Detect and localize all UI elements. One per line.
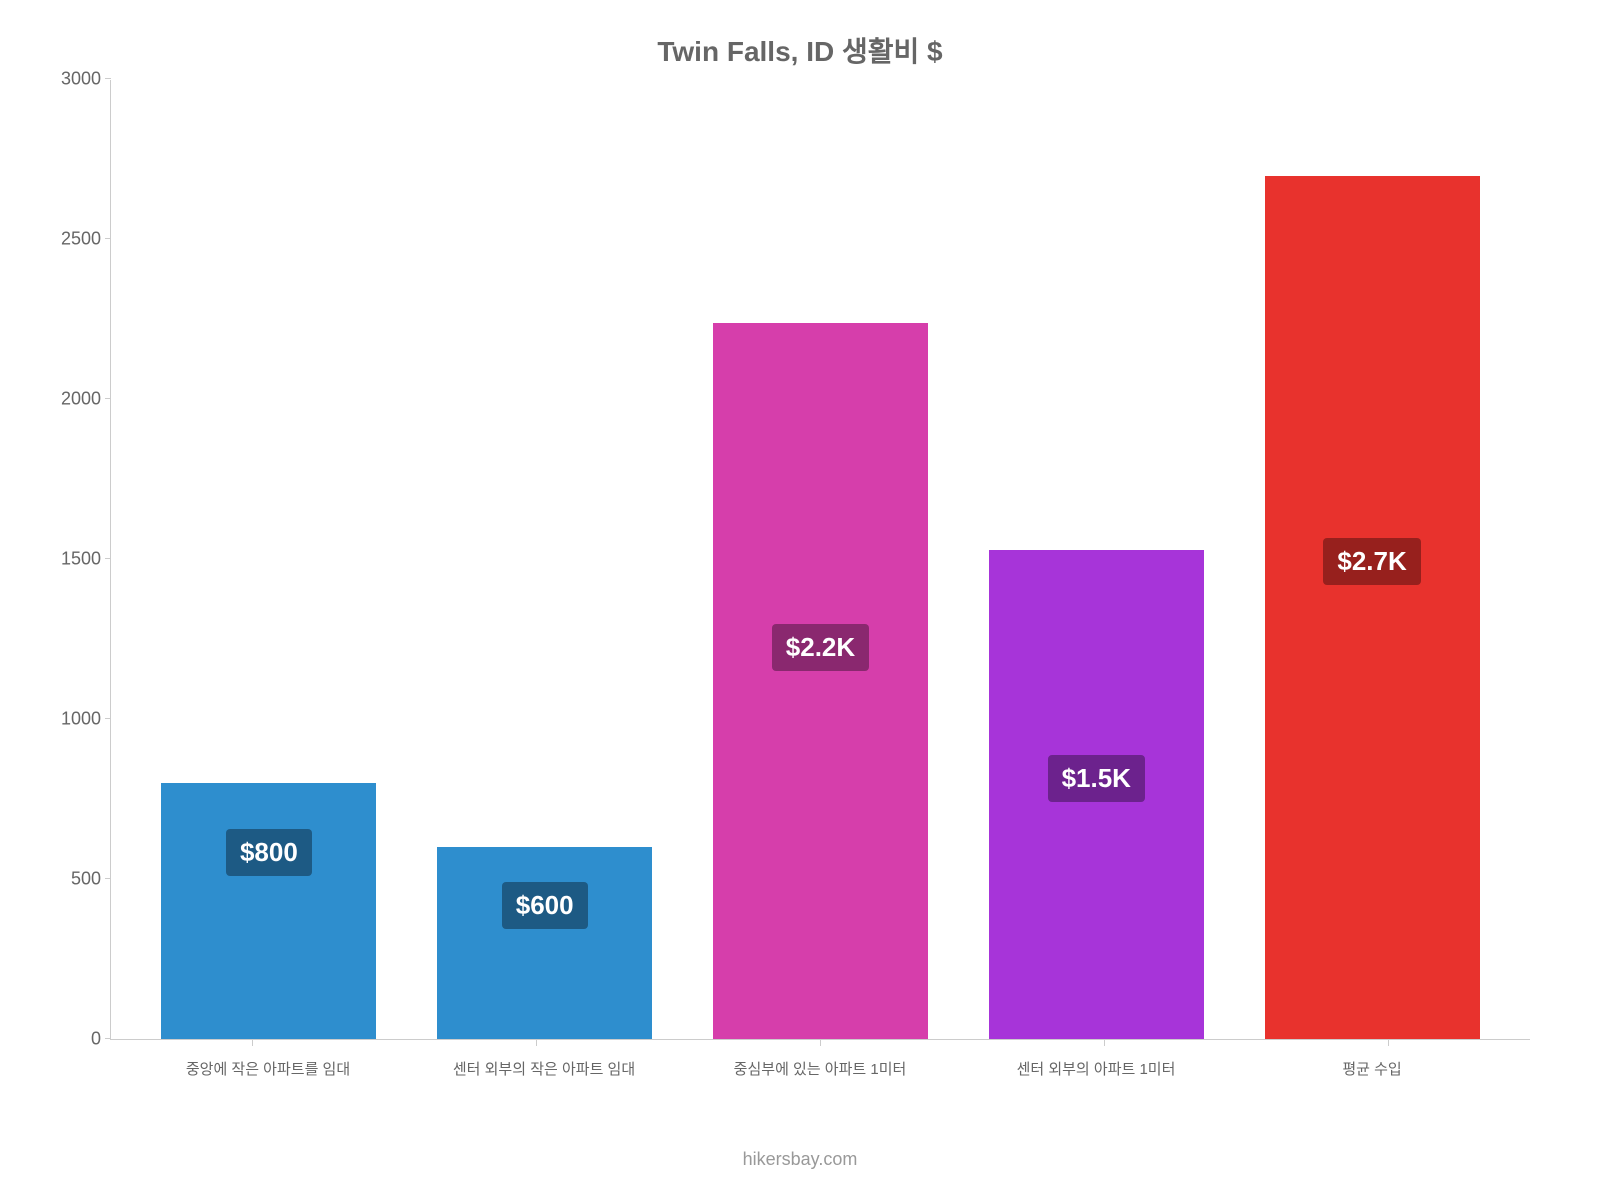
- y-tick-mark: [105, 398, 111, 399]
- x-tick-mark: [1388, 1040, 1389, 1046]
- bar-value-label: $2.7K: [1323, 538, 1420, 585]
- y-tick-label: 500: [41, 869, 101, 890]
- bar: $1.5K: [989, 550, 1204, 1039]
- x-tick-mark: [252, 1040, 253, 1046]
- bar-slot: $800: [131, 80, 407, 1039]
- bar-value-label: $600: [502, 882, 588, 929]
- y-tick-mark: [105, 718, 111, 719]
- plot-area: $800$600$2.2K$1.5K$2.7K 0500100015002000…: [110, 80, 1530, 1040]
- x-tick-mark: [536, 1040, 537, 1046]
- x-tick-label: 평균 수입: [1234, 1040, 1510, 1079]
- x-tick-label: 중앙에 작은 아파트를 임대: [130, 1040, 406, 1079]
- bar-value-label: $1.5K: [1048, 755, 1145, 802]
- bar-slot: $2.7K: [1234, 80, 1510, 1039]
- bar-value-label: $2.2K: [772, 624, 869, 671]
- bar-value-label: $800: [226, 829, 312, 876]
- bar: $2.7K: [1265, 176, 1480, 1039]
- x-tick-label: 센터 외부의 작은 아파트 임대: [406, 1040, 682, 1079]
- y-tick-label: 2500: [41, 229, 101, 250]
- y-tick-mark: [105, 878, 111, 879]
- y-tick-mark: [105, 78, 111, 79]
- bar: $2.2K: [713, 323, 928, 1039]
- y-tick-mark: [105, 238, 111, 239]
- bar: $800: [161, 783, 376, 1039]
- y-tick-label: 1500: [41, 549, 101, 570]
- y-tick-mark: [105, 558, 111, 559]
- y-tick-label: 1000: [41, 709, 101, 730]
- x-tick-mark: [820, 1040, 821, 1046]
- chart-title: Twin Falls, ID 생활비 $: [40, 30, 1560, 70]
- x-axis-labels: 중앙에 작은 아파트를 임대센터 외부의 작은 아파트 임대중심부에 있는 아파…: [110, 1040, 1530, 1079]
- bar-slot: $600: [407, 80, 683, 1039]
- chart-container: Twin Falls, ID 생활비 $ $800$600$2.2K$1.5K$…: [0, 0, 1600, 1200]
- y-tick-label: 2000: [41, 389, 101, 410]
- x-tick-mark: [1104, 1040, 1105, 1046]
- bar-slot: $2.2K: [683, 80, 959, 1039]
- bar-slot: $1.5K: [958, 80, 1234, 1039]
- y-tick-label: 3000: [41, 69, 101, 90]
- bar: $600: [437, 847, 652, 1039]
- y-tick-mark: [105, 1038, 111, 1039]
- chart-footer: hikersbay.com: [0, 1149, 1600, 1170]
- y-tick-label: 0: [41, 1029, 101, 1050]
- bars-wrap: $800 $600 $2.2K $1.5K $2.7K: [111, 80, 1530, 1039]
- x-tick-label: 센터 외부의 아파트 1미터: [958, 1040, 1234, 1079]
